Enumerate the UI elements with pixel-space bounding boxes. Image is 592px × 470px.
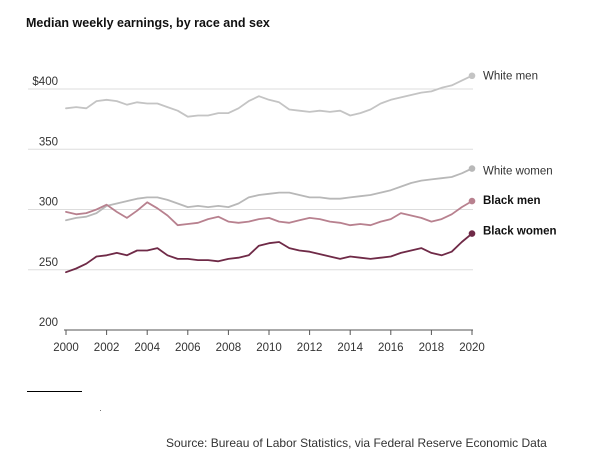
x-tick-label: 2014 [337, 342, 363, 354]
series-label: White women [483, 166, 553, 178]
series-line [65, 74, 473, 118]
x-tick-label: 2004 [134, 342, 160, 354]
y-tick-label: $400 [32, 76, 58, 88]
footer-rule [27, 391, 82, 392]
series-label: Black women [483, 226, 557, 238]
series-label: White men [483, 71, 538, 83]
y-tick-label: 250 [39, 257, 58, 269]
x-tick-label: 2016 [378, 342, 404, 354]
x-tick-label: 2002 [94, 342, 120, 354]
series-labels: White men White women Black men Black women [483, 71, 557, 238]
x-tick-label: 2020 [459, 342, 485, 354]
series-end-point [468, 72, 476, 80]
x-tick-label: 2012 [297, 342, 323, 354]
series-end-point [468, 197, 476, 205]
series-end-point [468, 230, 476, 237]
x-tick-label: 2010 [256, 342, 282, 354]
x-tick-label: 2000 [53, 342, 79, 354]
y-tick-label: 350 [39, 136, 58, 148]
y-tick-label: 200 [39, 317, 58, 329]
series-label: Black men [483, 195, 541, 207]
chart-title: Median weekly earnings, by race and sex [26, 16, 270, 30]
x-tick-label: 2008 [216, 342, 242, 354]
y-axis-tick-labels: 200 250 300 350 $400 [32, 76, 58, 329]
x-axis-tick-labels: 2000 2002 2004 2006 2008 2010 2012 2014 2016 2018… [53, 330, 485, 354]
series-line [65, 200, 473, 227]
x-tick-label: 2006 [175, 342, 201, 354]
source-note: Source: Bureau of Labor Statistics, via … [166, 436, 547, 450]
series-line [65, 232, 473, 274]
x-tick-label: 2018 [419, 342, 445, 354]
series-lines [65, 72, 476, 274]
y-tick-label: 300 [39, 197, 58, 209]
series-end-point [468, 165, 476, 172]
footer-dot [100, 410, 101, 411]
series-line [65, 167, 473, 222]
